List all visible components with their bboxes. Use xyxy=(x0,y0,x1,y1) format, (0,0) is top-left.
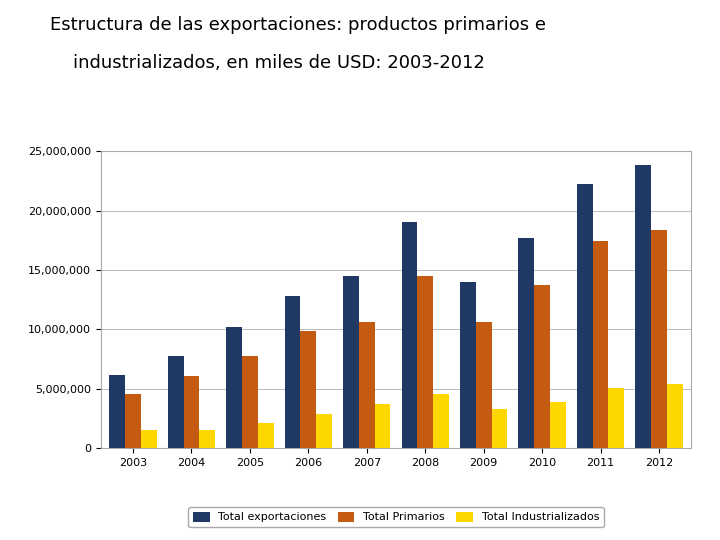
Bar xyxy=(518,238,534,448)
Bar xyxy=(374,404,390,448)
Bar xyxy=(343,276,359,448)
Bar xyxy=(593,241,608,448)
Bar xyxy=(316,414,332,448)
Bar xyxy=(550,402,566,448)
Bar xyxy=(534,286,550,448)
Bar xyxy=(402,222,418,448)
Bar xyxy=(300,330,316,448)
Bar xyxy=(242,355,258,448)
Bar xyxy=(109,375,125,448)
Bar xyxy=(199,430,215,448)
Bar xyxy=(651,230,667,448)
Bar xyxy=(608,388,624,448)
Bar xyxy=(226,327,242,448)
Bar xyxy=(492,409,508,448)
Text: Estructura de las exportaciones: productos primarios e: Estructura de las exportaciones: product… xyxy=(50,16,546,34)
Bar xyxy=(359,322,374,448)
Bar xyxy=(125,394,141,448)
Bar xyxy=(433,394,449,448)
Bar xyxy=(168,355,184,448)
Bar xyxy=(635,165,651,448)
Bar xyxy=(418,276,433,448)
Bar xyxy=(284,296,300,448)
Bar xyxy=(667,384,683,448)
Legend: Total exportaciones, Total Primarios, Total Industrializados: Total exportaciones, Total Primarios, To… xyxy=(189,507,603,527)
Bar xyxy=(460,282,476,448)
Bar xyxy=(258,423,274,448)
Bar xyxy=(141,430,157,448)
Text: industrializados, en miles de USD: 2003-2012: industrializados, en miles de USD: 2003-… xyxy=(50,54,485,72)
Bar xyxy=(476,322,492,448)
Bar xyxy=(577,185,593,448)
Bar xyxy=(184,376,199,448)
